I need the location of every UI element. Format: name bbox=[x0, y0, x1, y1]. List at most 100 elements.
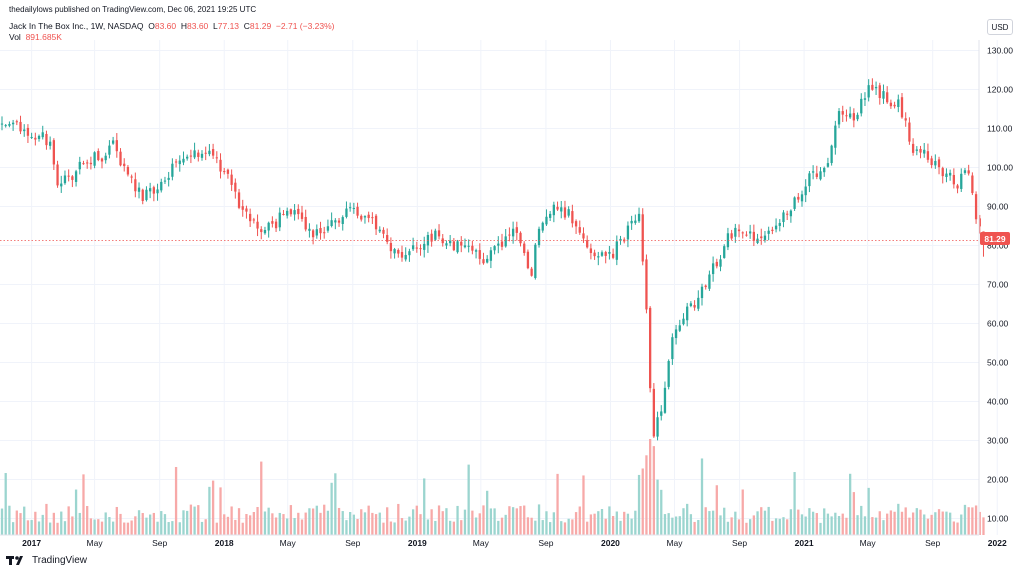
volume-bar bbox=[611, 516, 615, 535]
volume-bar bbox=[215, 522, 218, 535]
volume-bar bbox=[49, 522, 52, 535]
candle-body bbox=[737, 229, 741, 232]
symbol-label[interactable]: Jack In The Box Inc., 1W, NASDAQ bbox=[9, 21, 144, 31]
volume-bar bbox=[911, 512, 915, 535]
volume-bar bbox=[849, 473, 852, 535]
price-tick-label: 90.00 bbox=[987, 202, 1009, 212]
candle-body bbox=[345, 208, 348, 217]
candle-body bbox=[226, 169, 230, 174]
price-candles bbox=[0, 78, 985, 441]
candle-body bbox=[223, 171, 226, 173]
candle-body bbox=[563, 207, 567, 218]
volume-bar bbox=[934, 512, 937, 535]
candle-body bbox=[874, 86, 878, 89]
price-tick-label: 100.00 bbox=[987, 163, 1013, 173]
volume-bar bbox=[960, 514, 963, 535]
candle-body bbox=[941, 168, 944, 177]
volume-bar bbox=[937, 509, 941, 535]
volume-bar bbox=[389, 521, 393, 535]
price-tick-label: 110.00 bbox=[987, 124, 1013, 134]
candle-body bbox=[845, 115, 848, 117]
candle-body bbox=[674, 329, 678, 339]
candle-body bbox=[219, 159, 222, 172]
candle-body bbox=[204, 152, 207, 154]
candle-body bbox=[293, 210, 296, 215]
candle-body bbox=[619, 238, 622, 241]
candle-body bbox=[30, 136, 33, 139]
brand-label[interactable]: TradingView bbox=[32, 555, 88, 566]
candle-body bbox=[704, 285, 707, 288]
volume-bar bbox=[156, 521, 159, 535]
volume-bar bbox=[974, 505, 978, 535]
currency-button[interactable]: USD bbox=[987, 19, 1013, 35]
volume-bar bbox=[493, 508, 496, 535]
volume-bar bbox=[645, 455, 648, 535]
volume-label[interactable]: Vol bbox=[9, 32, 21, 42]
volume-bar bbox=[311, 508, 315, 535]
candle-body bbox=[708, 274, 711, 289]
volume-bar bbox=[478, 513, 481, 535]
volume-bar bbox=[304, 512, 307, 535]
volume-bar bbox=[274, 517, 278, 535]
volume-bar bbox=[171, 521, 174, 535]
volume-bar bbox=[463, 509, 467, 535]
volume-bar bbox=[678, 516, 681, 535]
volume-bar bbox=[71, 516, 74, 535]
candle-body bbox=[541, 222, 544, 231]
volume-bar bbox=[808, 508, 811, 535]
candle-body bbox=[793, 197, 796, 209]
candle-body bbox=[886, 92, 889, 103]
time-tick-label: May bbox=[87, 538, 104, 548]
volume-bar bbox=[256, 507, 259, 535]
candle-body bbox=[926, 151, 930, 160]
candle-body bbox=[834, 125, 837, 148]
volume-bar bbox=[352, 514, 355, 535]
volume-bar bbox=[845, 517, 848, 535]
time-tick-label: May bbox=[666, 538, 683, 548]
volume-bar bbox=[500, 517, 504, 535]
volume-bar bbox=[682, 508, 685, 535]
candle-body bbox=[456, 241, 459, 253]
volume-bar bbox=[660, 489, 663, 535]
candle-body bbox=[208, 150, 211, 155]
time-tick-label: 2018 bbox=[215, 538, 234, 548]
candle-body bbox=[504, 236, 507, 247]
volume-bar bbox=[952, 521, 955, 535]
candle-body bbox=[267, 222, 270, 231]
candle-body bbox=[952, 174, 955, 185]
volume-bar bbox=[460, 520, 463, 535]
candle-body bbox=[760, 236, 763, 239]
candle-body bbox=[186, 156, 189, 159]
volume-bar bbox=[882, 520, 885, 535]
volume-bar bbox=[411, 509, 415, 535]
candle-body bbox=[149, 188, 152, 192]
volume-bar bbox=[978, 511, 981, 535]
candle-body bbox=[523, 243, 526, 253]
volume-bar bbox=[563, 522, 567, 535]
candle-body bbox=[408, 251, 411, 256]
volume-bar bbox=[137, 510, 141, 535]
volume-bar bbox=[78, 512, 81, 535]
candle-body bbox=[652, 388, 655, 437]
volume-bar bbox=[586, 521, 589, 535]
volume-bar bbox=[371, 512, 374, 535]
volume-bar bbox=[19, 513, 22, 535]
candle-body bbox=[600, 252, 604, 256]
volume-bar bbox=[337, 507, 341, 535]
candle-body bbox=[778, 222, 781, 226]
candle-body bbox=[104, 155, 107, 161]
candle-body bbox=[434, 230, 437, 240]
volume-bar bbox=[623, 511, 626, 535]
volume-bar bbox=[278, 512, 281, 535]
volume-bar bbox=[323, 504, 326, 535]
time-tick-label: 2020 bbox=[601, 538, 620, 548]
candle-body bbox=[863, 98, 867, 100]
candle-body bbox=[297, 208, 300, 215]
volume-bar bbox=[319, 512, 322, 535]
volume-bar bbox=[100, 521, 104, 535]
candle-body bbox=[545, 216, 548, 225]
volume-bar bbox=[89, 518, 93, 535]
candle-body bbox=[615, 241, 618, 260]
candle-body bbox=[304, 216, 307, 230]
